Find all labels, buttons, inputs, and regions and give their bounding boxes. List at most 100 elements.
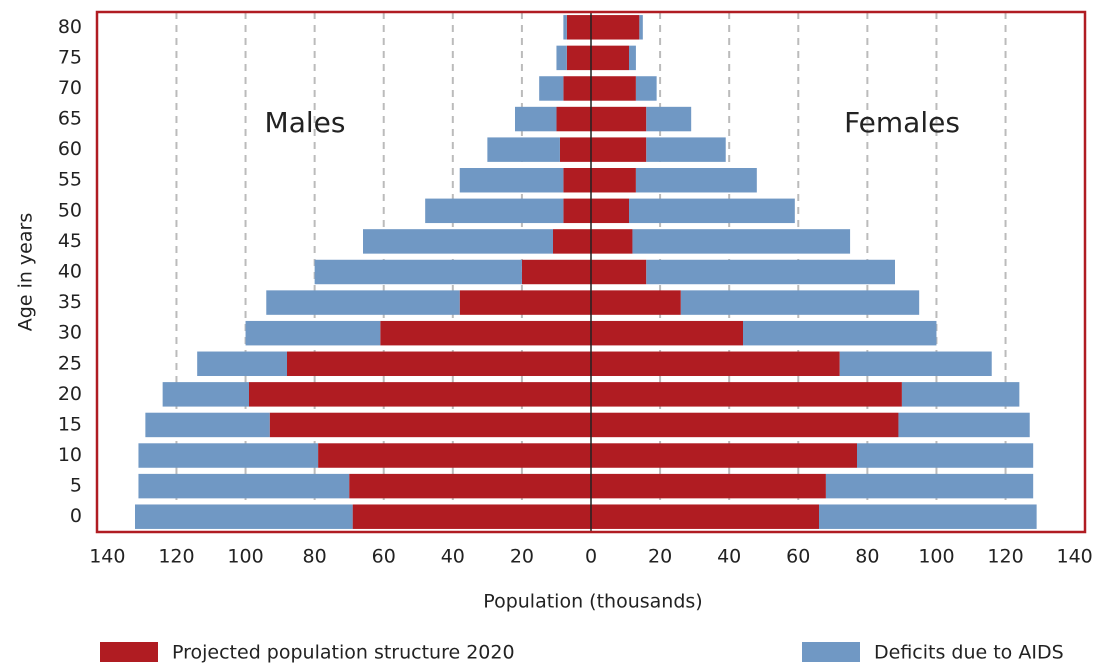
bar <box>521 259 591 285</box>
bar <box>591 229 633 254</box>
x-tick-label: 20 <box>648 546 672 568</box>
bar <box>591 320 743 346</box>
bar <box>162 382 249 407</box>
bar <box>245 320 381 346</box>
bar <box>629 45 636 71</box>
bar <box>635 168 757 193</box>
x-tick-label: 100 <box>227 546 263 568</box>
bar <box>743 320 937 346</box>
bar <box>352 504 591 529</box>
bar <box>553 229 591 254</box>
bar <box>839 351 992 376</box>
bar <box>639 15 643 40</box>
y-tick-label: 15 <box>58 413 82 435</box>
bar <box>563 198 591 224</box>
bar <box>591 443 857 468</box>
x-tick-label: 60 <box>372 546 396 568</box>
bar <box>566 45 591 71</box>
y-tick-label: 30 <box>58 322 82 344</box>
bar <box>459 290 591 315</box>
x-tick-label: 40 <box>441 546 465 568</box>
bar <box>591 45 629 71</box>
y-tick-label: 80 <box>58 16 82 38</box>
bar <box>145 412 270 438</box>
bar <box>314 259 522 285</box>
y-tick-label: 5 <box>70 475 82 497</box>
y-tick-label: 65 <box>58 108 82 130</box>
y-tick-label: 25 <box>58 352 82 374</box>
y-tick-label: 10 <box>58 444 82 466</box>
bar <box>135 504 353 529</box>
bar <box>563 15 567 40</box>
bar <box>591 15 640 40</box>
bar <box>563 168 591 193</box>
bar <box>646 106 692 132</box>
annotation: Females <box>844 106 960 139</box>
bar <box>515 106 557 132</box>
bar <box>591 259 647 285</box>
bar <box>591 504 819 529</box>
x-tick-label: 80 <box>303 546 327 568</box>
x-tick-label: 20 <box>510 546 534 568</box>
bar <box>646 259 895 285</box>
x-axis-label: Population (thousands) <box>483 591 702 613</box>
legend-label: Projected population structure 2020 <box>172 642 515 664</box>
bar <box>556 106 591 132</box>
y-tick-label: 75 <box>58 46 82 68</box>
bar <box>556 45 567 71</box>
bar <box>425 198 564 224</box>
x-tick-label: 100 <box>918 546 954 568</box>
y-tick-label: 35 <box>58 291 82 313</box>
bar <box>632 229 851 254</box>
y-axis-label: Age in years <box>15 213 37 331</box>
bar <box>287 351 591 376</box>
x-tick-label: 80 <box>855 546 879 568</box>
legend-label: Deficits due to AIDS <box>874 642 1064 664</box>
bar <box>591 473 826 499</box>
bar <box>138 473 350 499</box>
bar <box>380 320 591 346</box>
bar <box>487 137 560 162</box>
bar <box>269 412 591 438</box>
bar <box>459 168 564 193</box>
bar <box>591 198 629 224</box>
x-tick-label: 40 <box>717 546 741 568</box>
x-tick-label: 0 <box>585 546 597 568</box>
bar <box>539 76 564 101</box>
bar <box>898 412 1030 438</box>
bar <box>591 106 647 132</box>
legend-swatch <box>802 642 860 662</box>
bar <box>591 382 902 407</box>
bar <box>635 76 657 101</box>
x-tick-label: 140 <box>1057 546 1093 568</box>
bar <box>591 168 636 193</box>
bar <box>591 137 647 162</box>
bar <box>591 351 840 376</box>
y-tick-label: 20 <box>58 383 82 405</box>
bar <box>629 198 795 224</box>
y-tick-label: 0 <box>70 505 82 527</box>
bar <box>138 443 319 468</box>
bar <box>825 473 1034 499</box>
x-tick-label: 120 <box>987 546 1023 568</box>
bar <box>363 229 553 254</box>
bar <box>318 443 591 468</box>
bar <box>901 382 1020 407</box>
legend-swatch <box>100 642 158 662</box>
x-tick-label: 120 <box>158 546 194 568</box>
y-tick-label: 70 <box>58 77 82 99</box>
bar <box>349 473 591 499</box>
bar <box>857 443 1034 468</box>
bar <box>559 137 591 162</box>
bar <box>680 290 920 315</box>
y-tick-label: 45 <box>58 230 82 252</box>
x-tick-label: 60 <box>786 546 810 568</box>
y-tick-label: 55 <box>58 169 82 191</box>
bar <box>566 15 591 40</box>
y-tick-label: 50 <box>58 199 82 221</box>
x-tick-label: 140 <box>89 546 125 568</box>
bar <box>819 504 1037 529</box>
bar <box>591 412 899 438</box>
bar <box>563 76 591 101</box>
